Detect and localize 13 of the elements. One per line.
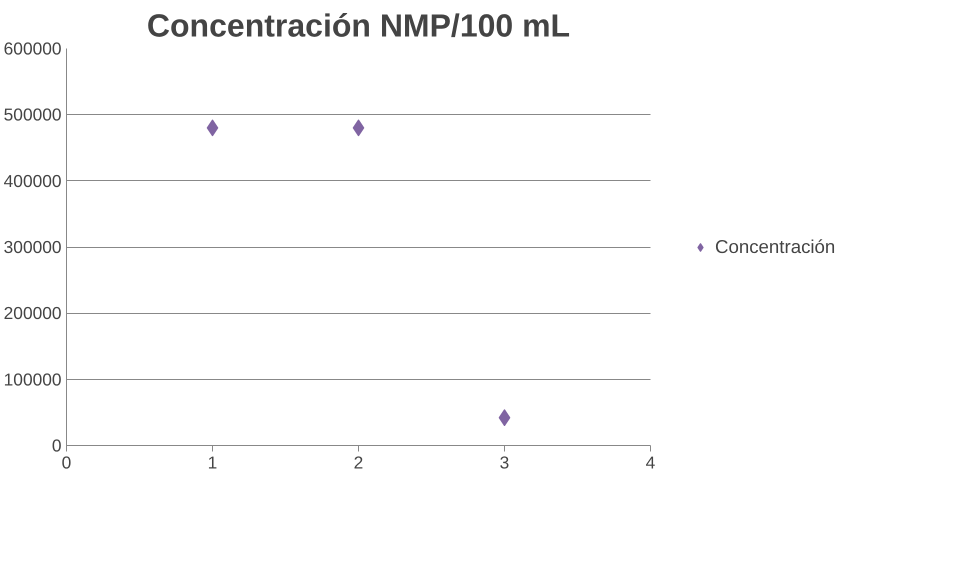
y-tick-label: 500000: [4, 104, 62, 125]
legend-label: Concentración: [715, 236, 836, 258]
x-tick-label: 3: [500, 452, 510, 472]
y-tick-label: 400000: [4, 170, 62, 191]
x-tick-label: 1: [208, 452, 218, 472]
y-tick-label: 100000: [4, 369, 62, 390]
x-tick-label: 4: [646, 452, 656, 472]
y-tick-label: 300000: [4, 237, 62, 257]
y-tick-label: 0: [52, 436, 62, 456]
y-tick-label: 600000: [4, 38, 62, 58]
chart-title: Concentración NMP/100 mL: [146, 8, 570, 44]
y-tick-label: 200000: [4, 303, 62, 324]
x-tick-label: 2: [354, 452, 364, 472]
